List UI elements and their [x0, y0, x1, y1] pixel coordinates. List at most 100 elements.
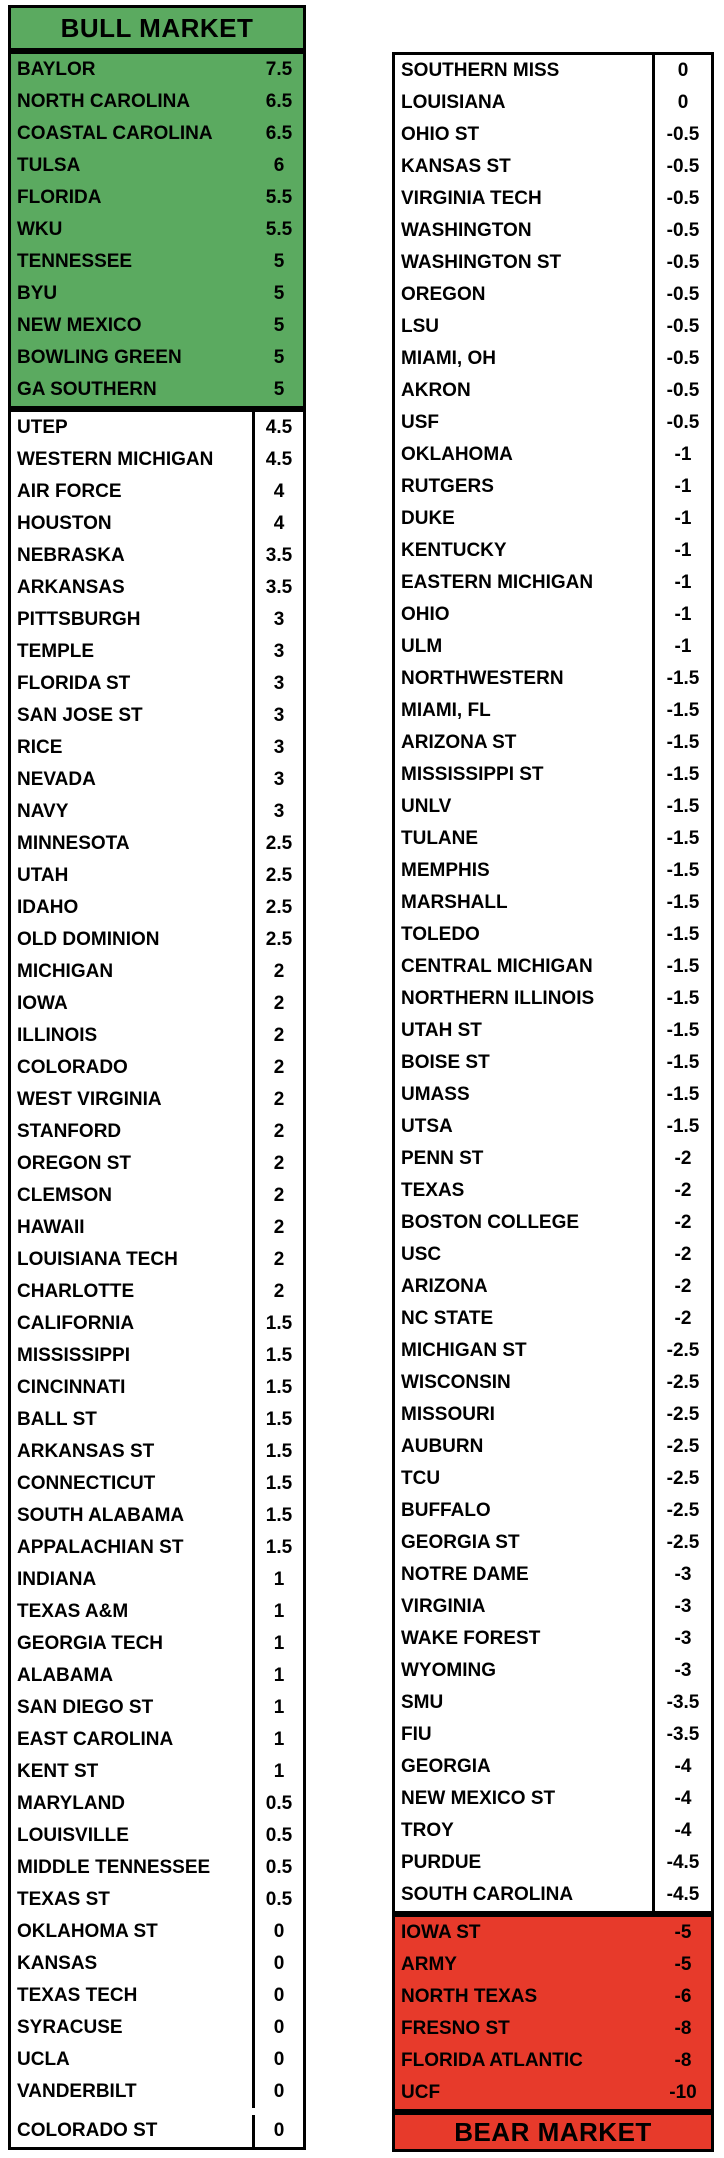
team-value: -2 — [652, 1143, 711, 1175]
team-name: BAYLOR — [17, 59, 96, 80]
team-value: -1 — [652, 631, 711, 663]
team-name: APPALACHIAN ST — [17, 1537, 184, 1558]
table-row: LOUISIANA 0 — [395, 87, 711, 119]
team-name: NEW MEXICO — [17, 315, 142, 336]
team-value: 1.5 — [252, 1500, 303, 1532]
team-value: -4 — [652, 1751, 711, 1783]
bull-market-title: BULL MARKET — [60, 13, 254, 43]
team-name: VIRGINIA TECH — [401, 188, 542, 209]
team-name: NORTH CAROLINA — [17, 91, 191, 112]
table-row: GEORGIA -4 — [395, 1751, 711, 1783]
table-row: KANSAS 0 — [11, 1948, 303, 1980]
team-value: 1 — [252, 1660, 303, 1692]
team-value: 2 — [252, 1084, 303, 1116]
team-value: -3.5 — [652, 1687, 711, 1719]
table-row: WESTERN MICHIGAN 4.5 — [11, 444, 303, 476]
table-row: FLORIDA ST 3 — [11, 668, 303, 700]
team-value: -0.5 — [652, 279, 711, 311]
team-value: -5 — [674, 1922, 692, 1943]
team-name: ARIZONA — [401, 1276, 488, 1297]
team-value: 2.5 — [252, 892, 303, 924]
team-value: -0.5 — [652, 119, 711, 151]
team-name: RICE — [17, 737, 63, 758]
table-row: HOUSTON 4 — [11, 508, 303, 540]
table-row: ARKANSAS 3.5 — [11, 572, 303, 604]
table-row: WYOMING -3 — [395, 1655, 711, 1687]
team-name: KANSAS ST — [401, 156, 511, 177]
table-row: ARIZONA -2 — [395, 1271, 711, 1303]
table-row: ARMY -5 — [395, 1949, 711, 1981]
team-value: -1.5 — [652, 791, 711, 823]
team-name: WESTERN MICHIGAN — [17, 449, 214, 470]
team-value: 3.5 — [252, 572, 303, 604]
table-row: SOUTH ALABAMA 1.5 — [11, 1500, 303, 1532]
team-name: EASTERN MICHIGAN — [401, 572, 594, 593]
team-name: PURDUE — [401, 1852, 482, 1873]
table-row: WASHINGTON ST -0.5 — [395, 247, 711, 279]
team-name: IDAHO — [17, 897, 79, 918]
team-value: 0 — [252, 1948, 303, 1980]
team-name: TULSA — [17, 155, 81, 176]
table-row: ILLINOIS 2 — [11, 1020, 303, 1052]
team-name: WAKE FOREST — [401, 1628, 541, 1649]
team-name: TEXAS — [401, 1180, 465, 1201]
team-name: COASTAL CAROLINA — [17, 123, 213, 144]
team-value: 7.5 — [265, 59, 293, 80]
team-name: SOUTHERN MISS — [401, 60, 560, 81]
team-name: AUBURN — [401, 1436, 484, 1457]
bull-section: BAYLOR 7.5 NORTH CAROLINA 6.5 COASTAL CA… — [8, 51, 306, 409]
table-row: TULANE -1.5 — [395, 823, 711, 855]
team-value: 2 — [252, 1020, 303, 1052]
team-value: 4 — [252, 508, 303, 540]
table-row: MIDDLE TENNESSEE 0.5 — [11, 1852, 303, 1884]
table-row: CHARLOTTE 2 — [11, 1276, 303, 1308]
team-value: 2 — [252, 988, 303, 1020]
team-name: COLORADO — [17, 1057, 128, 1078]
team-value: -2 — [652, 1303, 711, 1335]
team-value: -1.5 — [652, 983, 711, 1015]
team-name: BOWLING GREEN — [17, 347, 182, 368]
team-value: 0.5 — [252, 1820, 303, 1852]
team-name: EAST CAROLINA — [17, 1729, 174, 1750]
table-row: GEORGIA TECH 1 — [11, 1628, 303, 1660]
table-row: UTSA -1.5 — [395, 1111, 711, 1143]
team-value: 1 — [252, 1628, 303, 1660]
team-value: 6.5 — [265, 123, 293, 144]
team-name: BUFFALO — [401, 1500, 491, 1521]
team-name: NEVADA — [17, 769, 96, 790]
table-row: WASHINGTON -0.5 — [395, 215, 711, 247]
team-value: 1.5 — [252, 1340, 303, 1372]
team-value: -1 — [652, 439, 711, 471]
team-name: TROY — [401, 1820, 454, 1841]
team-name: HOUSTON — [17, 513, 112, 534]
team-name: UTAH — [17, 865, 69, 886]
team-value: -5 — [674, 1954, 692, 1975]
team-name: FLORIDA ST — [17, 673, 131, 694]
team-value: -3 — [652, 1559, 711, 1591]
team-name: NORTH TEXAS — [401, 1986, 538, 2007]
table-row: FLORIDA ATLANTIC -8 — [395, 2045, 711, 2077]
team-name: WISCONSIN — [401, 1372, 511, 1393]
table-row: TEXAS A&M 1 — [11, 1596, 303, 1628]
team-name: KANSAS — [17, 1953, 98, 1974]
team-value: -2.5 — [652, 1367, 711, 1399]
team-value: -10 — [669, 2082, 697, 2103]
team-name: LOUISIANA TECH — [17, 1249, 178, 1270]
team-value: 4.5 — [252, 444, 303, 476]
table-row: ULM -1 — [395, 631, 711, 663]
team-name: PENN ST — [401, 1148, 484, 1169]
table-row: USC -2 — [395, 1239, 711, 1271]
table-row: KANSAS ST -0.5 — [395, 151, 711, 183]
team-value: -0.5 — [652, 215, 711, 247]
team-name: GEORGIA TECH — [17, 1633, 164, 1654]
team-value: -2.5 — [652, 1431, 711, 1463]
team-value: -1.5 — [652, 1111, 711, 1143]
team-name: CENTRAL MICHIGAN — [401, 956, 593, 977]
table-row: BUFFALO -2.5 — [395, 1495, 711, 1527]
team-name: CHARLOTTE — [17, 1281, 135, 1302]
team-value: 5 — [273, 347, 285, 368]
team-name: TEXAS ST — [17, 1889, 110, 1910]
team-name: AKRON — [401, 380, 471, 401]
team-name: FRESNO ST — [401, 2018, 510, 2039]
table-row: WEST VIRGINIA 2 — [11, 1084, 303, 1116]
